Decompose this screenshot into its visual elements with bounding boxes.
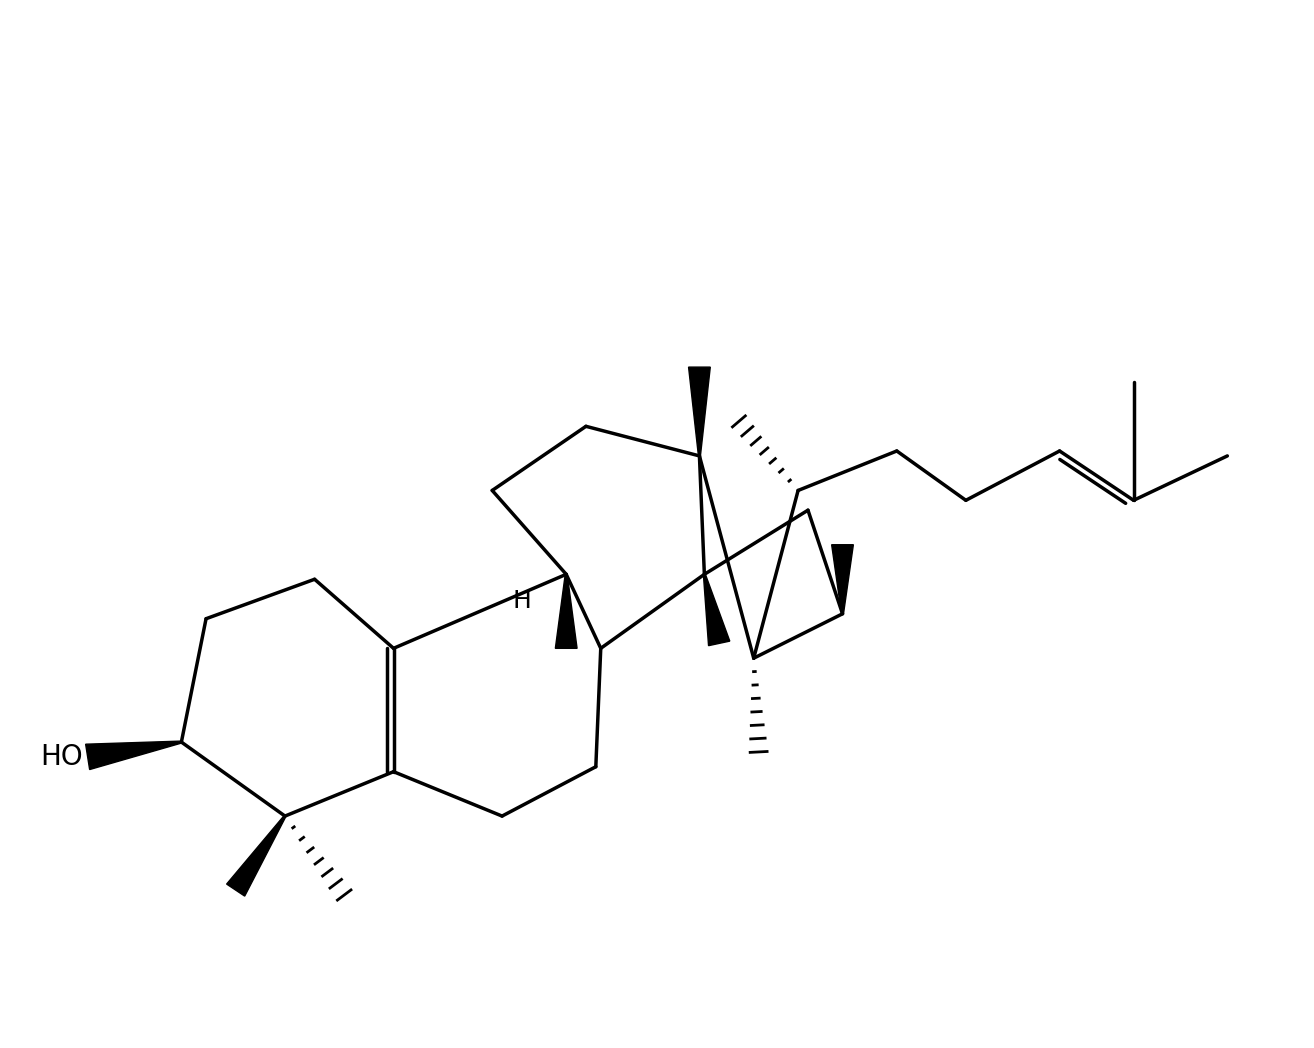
Text: H: H [512, 589, 531, 613]
Text: HO: HO [41, 743, 83, 771]
Polygon shape [689, 367, 711, 456]
Polygon shape [703, 574, 729, 646]
Polygon shape [832, 545, 853, 614]
Polygon shape [556, 574, 577, 649]
Polygon shape [85, 741, 181, 769]
Polygon shape [226, 815, 286, 896]
